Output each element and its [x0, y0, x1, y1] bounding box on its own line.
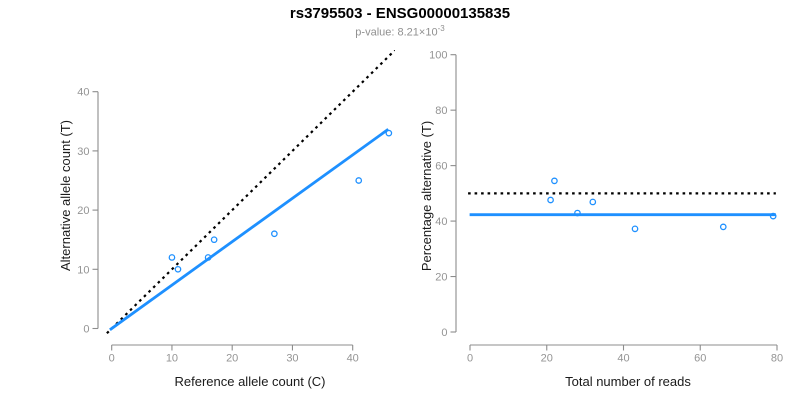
- y-tick-label: 60: [435, 161, 447, 173]
- data-point: [168, 254, 176, 261]
- y-tick-label: 20: [77, 205, 89, 217]
- data-point: [547, 196, 554, 204]
- x-axis-title: Reference allele count (C): [174, 374, 325, 389]
- x-tick-label: 60: [694, 353, 706, 365]
- x-tick-label: 0: [467, 353, 473, 365]
- y-tick-label: 80: [435, 105, 447, 117]
- fit-line: [109, 128, 390, 331]
- x-tick-label: 20: [541, 353, 553, 365]
- data-point: [385, 129, 393, 137]
- figure-subtitle: p-value: 8.21×10-3: [0, 24, 800, 40]
- data-point: [204, 254, 212, 261]
- y-tick-label: 40: [435, 216, 447, 228]
- data-point: [589, 198, 597, 206]
- y-tick-label: 100: [429, 50, 447, 62]
- identity-line: [106, 50, 395, 335]
- panel-right: 0 20 40 60 80 100 0 20 40 60 80 Total number of rea…: [419, 50, 783, 389]
- data-point: [551, 177, 558, 185]
- data-point: [210, 236, 218, 244]
- y-tick-label: 0: [441, 327, 447, 339]
- x-tick-label: 0: [109, 353, 115, 365]
- data-point: [631, 225, 639, 233]
- data-point: [769, 212, 777, 220]
- data-point: [574, 209, 581, 217]
- data-point: [271, 230, 278, 238]
- x-tick-label: 30: [286, 353, 298, 365]
- y-tick-label: 20: [435, 272, 447, 284]
- pvalue-text: p-value: 8.21×10: [355, 26, 438, 39]
- y-tick-label: 30: [77, 146, 89, 158]
- data-point: [174, 265, 182, 273]
- y-tick-label: 0: [83, 324, 89, 336]
- y-axis-title: Percentage alternative (T): [419, 121, 434, 271]
- x-tick-label: 80: [771, 353, 783, 365]
- x-tick-label: 10: [166, 353, 178, 365]
- x-tick-label: 40: [617, 353, 629, 365]
- x-axis-title: Total number of reads: [565, 374, 691, 389]
- pvalue-exponent: -3: [437, 24, 445, 33]
- y-tick-label: 10: [77, 264, 89, 276]
- x-tick-label: 40: [347, 353, 359, 365]
- panel-left: 0 10 20 30 40 0 10 20 30 40 Reference allele count…: [58, 50, 395, 389]
- data-point: [355, 177, 363, 184]
- data-point: [719, 223, 727, 231]
- figure-title: rs3795503 - ENSG00000135835: [289, 5, 511, 22]
- x-tick-label: 20: [226, 353, 238, 365]
- y-axis-title: Alternative allele count (T): [58, 120, 73, 271]
- y-tick-label: 40: [77, 87, 89, 99]
